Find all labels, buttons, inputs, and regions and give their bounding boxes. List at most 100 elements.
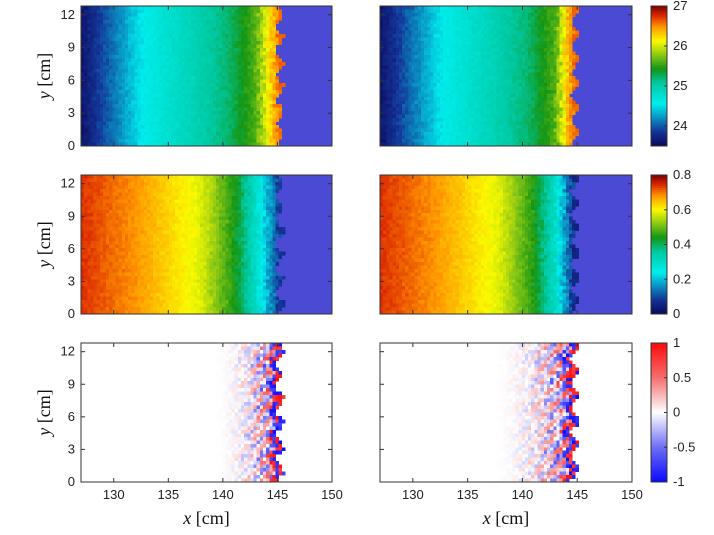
colorbar-swatch xyxy=(651,395,667,398)
colorbar-swatch xyxy=(651,242,667,245)
colorbar-swatch xyxy=(651,117,667,121)
colorbar-swatch xyxy=(651,303,667,306)
colorbar-swatch xyxy=(651,32,667,35)
colorbar-swatch xyxy=(651,224,667,228)
colorbar-swatch xyxy=(651,23,667,27)
colorbar-tick-label: 0.6 xyxy=(673,202,691,217)
colorbar-swatch xyxy=(651,416,667,420)
colorbar-swatch xyxy=(651,141,667,145)
colorbar-swatch xyxy=(651,76,667,79)
colorbar-swatch xyxy=(651,384,667,387)
x-axis-label: x [cm] xyxy=(482,508,529,528)
colorbar-swatch xyxy=(651,25,667,29)
colorbar-swatch xyxy=(651,78,667,81)
colorbar-swatch xyxy=(651,429,667,433)
colorbar-swatch xyxy=(651,51,667,55)
colorbar-swatch xyxy=(651,126,667,129)
colorbar-swatch xyxy=(651,218,667,222)
x-tick-label: 145 xyxy=(566,487,588,502)
y-tick-label: 6 xyxy=(68,241,75,256)
colorbar-swatch xyxy=(651,124,667,127)
panel-frame xyxy=(80,342,333,483)
colorbar-swatch xyxy=(651,181,667,185)
colorbar-swatch xyxy=(651,362,667,366)
colorbar-swatch xyxy=(651,231,667,235)
y-tick-label: 9 xyxy=(68,208,75,223)
colorbar-swatch xyxy=(651,175,667,178)
colorbar-swatch xyxy=(651,93,667,97)
panel-r2-c1: 0 3 6 9 12 y [cm] xyxy=(34,174,333,321)
x-axis-label-var: x xyxy=(182,508,191,528)
colorbar-swatch xyxy=(651,130,667,134)
colorbar-swatch xyxy=(651,185,667,189)
colorbar-swatch xyxy=(651,45,667,49)
colorbar-swatch xyxy=(651,207,667,211)
x-tick-label: 135 xyxy=(157,487,179,502)
colorbar-swatch xyxy=(651,58,667,62)
x-axis-label-unit: [cm] xyxy=(191,508,229,528)
colorbar-swatch xyxy=(651,196,667,200)
colorbar-swatch xyxy=(651,47,667,51)
colorbar-swatch xyxy=(651,356,667,359)
y-tick-label: 3 xyxy=(68,105,75,120)
x-tick-label: 150 xyxy=(621,487,643,502)
colorbar-swatch xyxy=(651,95,667,99)
colorbar-tick-label: 25 xyxy=(673,78,687,93)
y-tick-label: 3 xyxy=(68,441,75,456)
panel-r2-c2 xyxy=(379,174,633,315)
heatmap-cells xyxy=(81,175,286,315)
colorbar-swatch xyxy=(651,227,667,230)
y-axis-label: y [cm] xyxy=(34,53,54,101)
colorbar-swatch xyxy=(651,69,667,73)
colorbar-swatch xyxy=(651,290,667,293)
colorbar-swatch xyxy=(651,360,667,364)
colorbar-swatch xyxy=(651,453,667,457)
y-axis-label-unit: [cm] xyxy=(34,389,54,427)
colorbar-tick-label: 0.4 xyxy=(673,237,691,252)
heatmap-cells xyxy=(212,343,286,483)
colorbar-swatch xyxy=(651,343,667,346)
colorbar-swatch xyxy=(651,427,667,431)
colorbar-swatch xyxy=(651,455,667,459)
y-tick-label: 12 xyxy=(61,176,75,191)
colorbar-swatch xyxy=(651,183,667,187)
y-axis-label-var: y xyxy=(34,428,54,438)
colorbar-swatch xyxy=(651,102,667,105)
colorbar-swatch xyxy=(651,477,667,481)
y-axis-label-unit: [cm] xyxy=(34,53,54,91)
colorbar-swatch xyxy=(651,419,667,422)
colorbar-swatch xyxy=(651,414,667,418)
colorbar-swatch xyxy=(651,292,667,295)
colorbar-swatch xyxy=(651,16,667,20)
colorbar-swatch xyxy=(651,405,667,409)
colorbar-swatch xyxy=(651,451,667,455)
colorbar-swatch xyxy=(651,113,667,116)
colorbar-swatch xyxy=(651,84,667,88)
colorbar-swatch xyxy=(651,392,667,396)
colorbar-swatch xyxy=(651,235,667,239)
y-tick-label: 3 xyxy=(68,273,75,288)
colorbar-swatch xyxy=(651,119,667,123)
colorbar-swatch xyxy=(651,274,667,278)
x-axis-label-var: x xyxy=(482,508,491,528)
panel-frame xyxy=(379,342,633,483)
colorbar-tick-label: 24 xyxy=(673,118,687,133)
colorbar-tick-label: -1 xyxy=(673,474,685,489)
colorbar-swatch xyxy=(651,369,667,372)
colorbar-swatch xyxy=(651,65,667,68)
colorbar-swatch xyxy=(651,19,667,22)
colorbar-swatch xyxy=(651,268,667,272)
colorbar-swatch xyxy=(651,307,667,311)
x-tick-label: 130 xyxy=(402,487,424,502)
colorbar-swatch xyxy=(651,108,667,112)
panel-r3-c1: 0 3 6 9 12 y [cm] 130 135 140 145 150 x [cm] xyxy=(34,342,343,528)
y-tick-label: 6 xyxy=(68,409,75,424)
y-tick-label: 9 xyxy=(68,376,75,391)
colorbar-swatch xyxy=(651,21,667,24)
panel-background xyxy=(81,343,332,482)
colorbar-swatch xyxy=(651,246,667,250)
colorbar-swatch xyxy=(651,364,667,368)
colorbar-swatch xyxy=(651,445,667,448)
colorbar-swatch xyxy=(651,358,667,361)
colorbar-tick-label: 0.8 xyxy=(673,167,691,182)
